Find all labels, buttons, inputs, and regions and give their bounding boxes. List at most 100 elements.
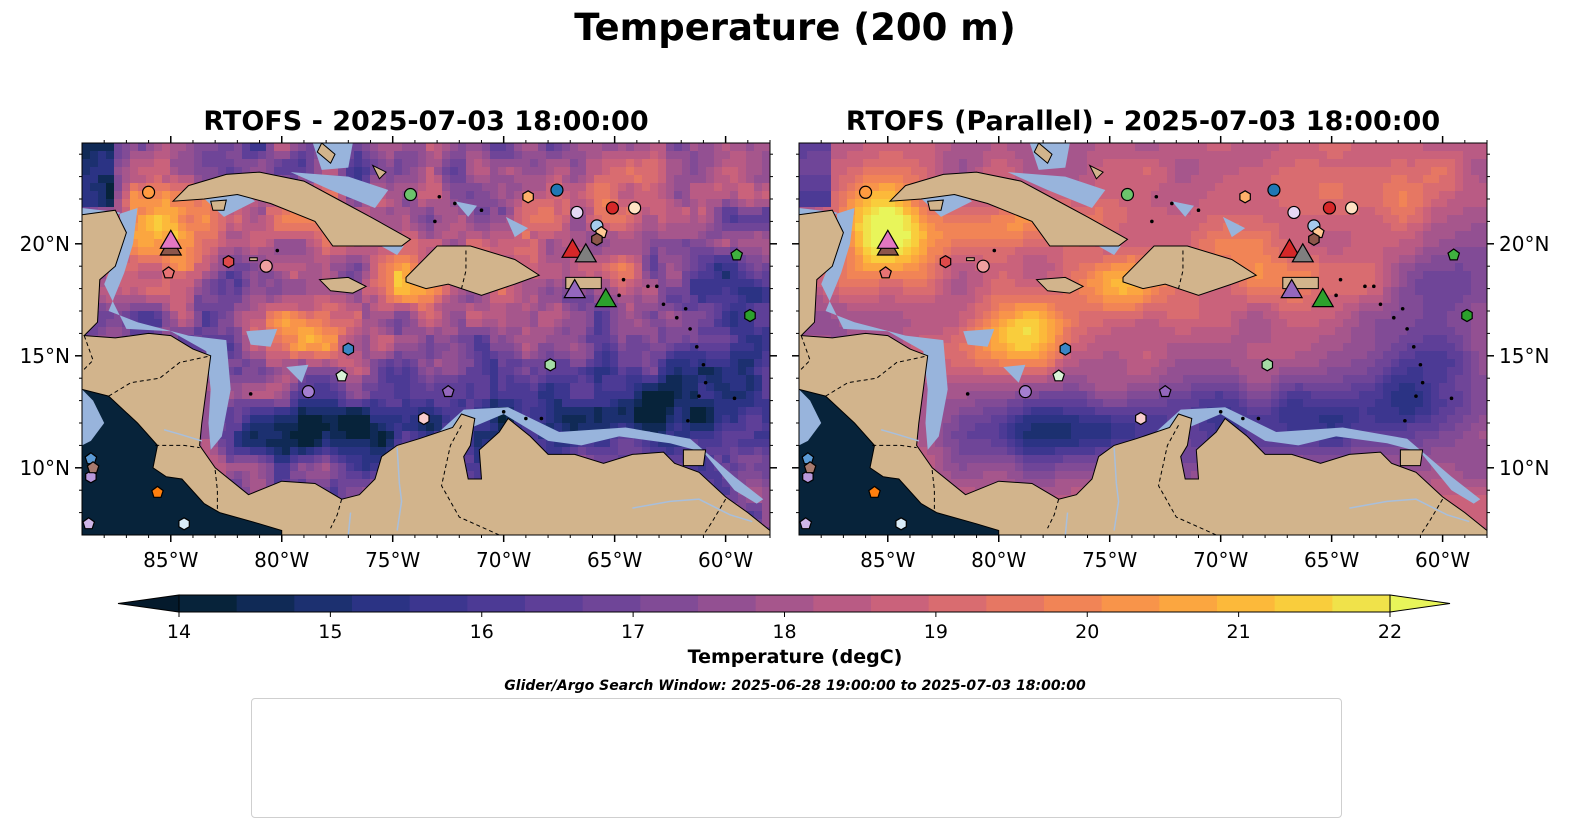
glider-marker bbox=[159, 229, 183, 249]
country-border bbox=[108, 355, 211, 397]
x-tick-label: 75°W bbox=[1082, 548, 1137, 572]
shallow-shelf bbox=[246, 328, 278, 347]
argo-float-marker bbox=[1158, 384, 1172, 398]
argo-float-marker bbox=[162, 266, 176, 279]
shallow-shelf bbox=[290, 172, 389, 208]
x-tick-label: 60°W bbox=[698, 548, 753, 572]
country-border bbox=[1158, 424, 1217, 535]
small-island bbox=[437, 194, 442, 199]
small-island bbox=[1363, 284, 1367, 289]
colorbar-tick-label: 21 bbox=[1227, 621, 1251, 643]
argo-floats bbox=[82, 183, 756, 531]
small-island bbox=[1403, 418, 1407, 423]
y-tick-label: 10°N bbox=[20, 456, 70, 480]
y-tick-label: 15°N bbox=[1499, 344, 1549, 368]
shallow-shelf bbox=[1171, 201, 1194, 217]
small-island bbox=[1196, 208, 1201, 212]
river bbox=[347, 512, 352, 535]
small-island bbox=[539, 416, 544, 421]
argo-float-marker bbox=[895, 517, 907, 531]
colorbar-extend-low bbox=[117, 594, 180, 613]
pacific-ocean bbox=[82, 388, 283, 535]
small-island bbox=[694, 345, 699, 349]
caymans-land bbox=[966, 257, 975, 262]
colorbar-segment bbox=[1332, 595, 1391, 612]
shallow-shelf bbox=[1222, 216, 1246, 238]
colorbar-segment bbox=[1159, 595, 1218, 612]
argo-float-marker bbox=[403, 187, 418, 202]
small-island bbox=[1256, 416, 1261, 421]
jamaica-land bbox=[318, 276, 368, 294]
small-island bbox=[1241, 416, 1245, 421]
small-island bbox=[501, 410, 506, 414]
colorbar-segment bbox=[294, 595, 353, 612]
bahamas2-land bbox=[371, 164, 387, 180]
small-island bbox=[1154, 194, 1159, 199]
small-island bbox=[621, 277, 626, 282]
argo-float-marker bbox=[86, 461, 100, 474]
colorbar-tick-label: 17 bbox=[621, 621, 645, 643]
colorbar-tick-label: 15 bbox=[318, 621, 342, 643]
x-tick-label: 65°W bbox=[1304, 548, 1359, 572]
juventud-land bbox=[210, 199, 227, 211]
pacific-shelf bbox=[799, 389, 822, 446]
x-tick-label: 70°W bbox=[476, 548, 531, 572]
glider-marker bbox=[561, 238, 584, 258]
shallow-shelf bbox=[377, 243, 404, 255]
shallow-shelf bbox=[963, 328, 995, 347]
argo-float-marker bbox=[342, 342, 355, 356]
small-island bbox=[1150, 219, 1154, 224]
small-island bbox=[1400, 306, 1405, 311]
map-frame bbox=[798, 142, 1488, 536]
shallow-shelf bbox=[454, 201, 477, 217]
argo-float-marker bbox=[178, 517, 190, 531]
cuba-land bbox=[171, 171, 412, 247]
argo-float-marker bbox=[1018, 385, 1032, 399]
trinidad-land bbox=[1399, 449, 1424, 467]
juventud-land bbox=[927, 199, 944, 211]
colorbar-segment bbox=[179, 595, 238, 612]
small-island bbox=[655, 284, 659, 289]
left-map-panel: 85°W 80°W 75°W 70°W 65°W 60°W 20°N 15°N 10°N bbox=[20, 136, 777, 572]
country-border bbox=[441, 424, 500, 535]
argo-float-marker bbox=[441, 384, 455, 398]
x-tick-label: 70°W bbox=[1193, 548, 1248, 572]
shallow-shelf bbox=[286, 364, 309, 383]
colorbar-tick-label: 20 bbox=[1075, 621, 1099, 643]
small-island bbox=[701, 362, 706, 367]
x-tick-label: 80°W bbox=[254, 548, 309, 572]
bahamas-land bbox=[316, 143, 336, 164]
colorbar-extend-high bbox=[1389, 594, 1451, 613]
small-island bbox=[248, 392, 253, 396]
colorbar-segment bbox=[467, 595, 526, 612]
argo-float-marker bbox=[799, 517, 813, 530]
shallow-shelf bbox=[799, 143, 948, 450]
colorbar-tick-label: 18 bbox=[772, 621, 796, 643]
small-island bbox=[992, 248, 997, 253]
shallow-shelf bbox=[505, 216, 529, 238]
colorbar-tick-label: 22 bbox=[1378, 621, 1402, 643]
argo-float-marker bbox=[868, 485, 881, 498]
colorbar-segment bbox=[582, 595, 641, 612]
colorbar-segment bbox=[352, 595, 411, 612]
argo-float-marker bbox=[141, 185, 156, 199]
small-island bbox=[688, 327, 692, 331]
small-island bbox=[697, 394, 701, 398]
bahamas-land bbox=[1033, 143, 1053, 164]
glider-tracks bbox=[876, 229, 1335, 308]
cuba-land bbox=[888, 171, 1129, 247]
argo-float-marker bbox=[1052, 369, 1066, 382]
small-island bbox=[1418, 362, 1423, 367]
small-island bbox=[275, 248, 280, 253]
glider-marker bbox=[594, 287, 618, 308]
argo-float-marker bbox=[1267, 183, 1281, 197]
colorbar-segment bbox=[640, 595, 699, 612]
argo-float-marker bbox=[591, 232, 603, 246]
small-island bbox=[1170, 201, 1174, 206]
argo-float-marker bbox=[628, 201, 642, 215]
colorbar-segment bbox=[1274, 595, 1333, 612]
argo-float-marker bbox=[544, 358, 557, 372]
glider-tracks bbox=[159, 229, 618, 308]
argo-float-marker bbox=[418, 411, 430, 426]
colorbar-segment bbox=[409, 595, 468, 612]
